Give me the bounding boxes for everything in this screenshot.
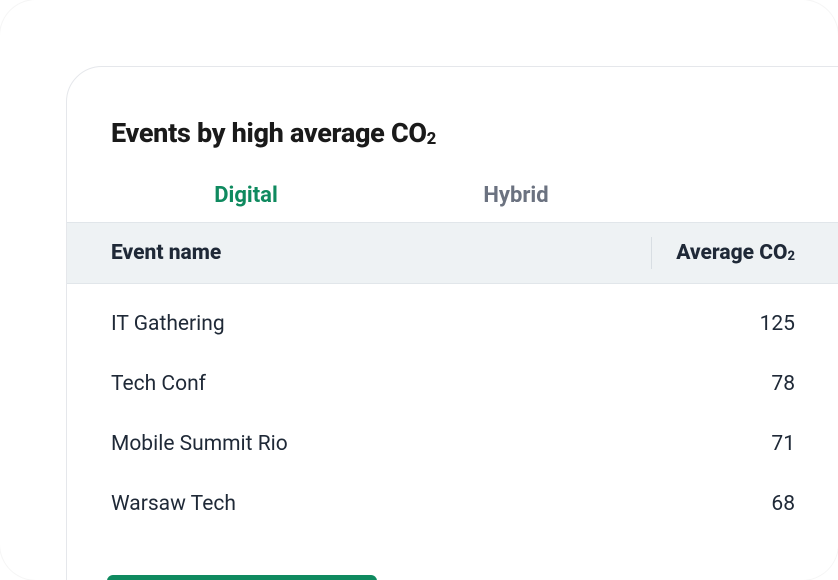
cell-event-name: IT Gathering [111, 312, 705, 336]
column-header-value-wrap: Average CO2 [651, 241, 795, 265]
tab-hybrid[interactable]: Hybrid [381, 173, 651, 222]
column-header-event-name: Event name [111, 241, 651, 265]
tab-label: Hybrid [483, 183, 548, 208]
column-header-average-co2: Average CO2 [652, 241, 795, 265]
table-row: Warsaw Tech 68 [111, 474, 795, 534]
cell-average-co2: 71 [705, 432, 795, 456]
table-header: Event name Average CO2 [67, 222, 838, 284]
cell-event-name: Warsaw Tech [111, 492, 705, 516]
active-tab-indicator [107, 575, 377, 580]
tabs: Digital Hybrid [67, 173, 838, 222]
panel-heading: Events by high average CO2 [67, 67, 838, 173]
tab-label: Digital [214, 183, 278, 208]
cell-average-co2: 78 [705, 372, 795, 396]
column-header-value-text: Average CO [676, 241, 787, 265]
table-row: IT Gathering 125 [111, 294, 795, 354]
heading-subscript: 2 [427, 129, 436, 149]
cell-event-name: Tech Conf [111, 372, 705, 396]
table-row: Tech Conf 78 [111, 354, 795, 414]
events-panel: Events by high average CO2 Digital Hybri… [66, 66, 838, 580]
cell-event-name: Mobile Summit Rio [111, 432, 705, 456]
table-row: Mobile Summit Rio 71 [111, 414, 795, 474]
cell-average-co2: 125 [705, 312, 795, 336]
outer-card: Events by high average CO2 Digital Hybri… [0, 0, 838, 580]
column-header-value-sub: 2 [787, 249, 795, 264]
cell-average-co2: 68 [705, 492, 795, 516]
table-body: IT Gathering 125 Tech Conf 78 Mobile Sum… [67, 284, 838, 534]
tab-digital[interactable]: Digital [111, 173, 381, 222]
heading-text: Events by high average CO [111, 117, 427, 149]
